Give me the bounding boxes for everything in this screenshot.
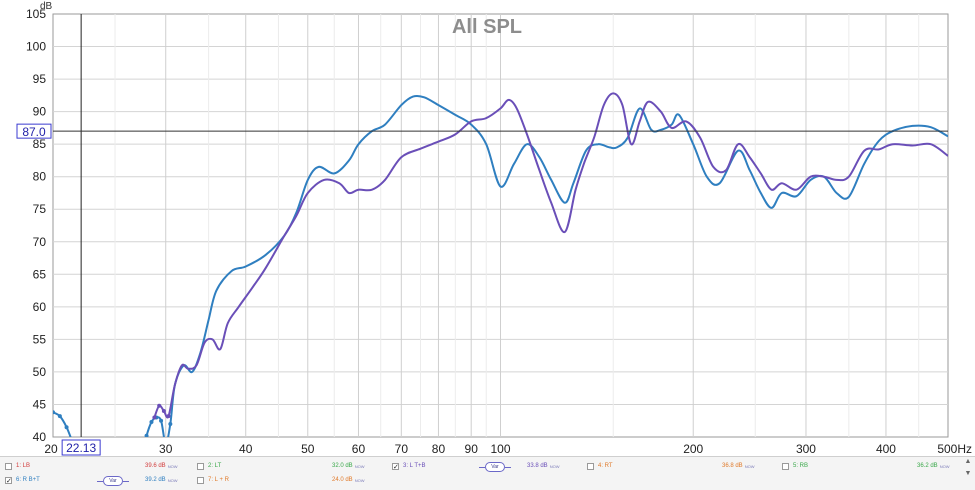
x-tick-label: 60 [352,442,366,456]
y-tick-label: 70 [33,235,47,249]
x-tick-label: 200 [683,442,703,456]
x-tick-label: 100 [490,442,510,456]
legend-now-tag: NOW [939,464,950,469]
legend-now-tag: NOW [167,478,178,483]
legend-checkbox[interactable] [782,463,789,470]
legend-value-text: 36.2 dB [917,463,938,469]
data-point [144,433,149,437]
legend-checkbox[interactable]: ✓ [5,477,12,485]
legend-item[interactable]: 7: L + R 24.0 dB NOW [197,474,387,487]
data-point [157,403,162,408]
cursor[interactable]: 87.0 22.13 [16,14,948,456]
series-group [53,92,948,437]
cursor-y-readout: 87.0 [22,125,46,139]
legend-checkbox[interactable] [197,463,204,470]
legend-value: 39.6 dB NOW [145,460,177,473]
legend-value: 39.2 dB NOW [145,474,177,487]
legend-value: 36.8 dB NOW [722,460,754,473]
x-tick-label: 70 [395,442,409,456]
y-tick-label: 60 [33,300,47,314]
x-axis: 20 30 40 50 60 70 80 90 100 200 300 400 500Hz [44,442,972,456]
y-tick-label: 105 [26,7,46,21]
y-tick-label: 95 [33,72,47,86]
cursor-x-readout-box [61,439,101,456]
legend-label: 4: RT [598,463,613,469]
grid [53,14,948,437]
y-tick-label: 50 [33,365,47,379]
legend-var-control[interactable]: Var [97,476,129,486]
cursor-y-readout-box [16,123,52,139]
legend-value-text: 32.0 dB [332,463,353,469]
legend-label: 1: LB [16,463,31,469]
legend-now-tag: NOW [167,464,178,469]
y-tick-label: 45 [33,397,47,411]
legend-item[interactable]: 4: RT 36.8 dB NOW [587,460,777,473]
y-tick-label: 75 [33,202,47,216]
x-tick-label: 300 [796,442,816,456]
legend-value: 24.0 dB NOW [332,474,364,487]
data-point [161,408,166,413]
legend-checkbox[interactable]: ✓ [392,463,399,471]
data-point [152,415,157,420]
x-tick-label: 80 [432,442,446,456]
legend-label: 5: RB [793,463,809,469]
x-tick-label: 500Hz [937,442,972,456]
y-tick-label: 90 [33,105,47,119]
legend-item[interactable]: ✓ 3: L T+B Var 33.8 dB NOW [392,460,582,473]
legend-item[interactable]: 2: LT 32.0 dB NOW [197,460,387,473]
y-tick-label: 80 [33,170,47,184]
y-tick-label: 65 [33,267,47,281]
y-tick-label: 55 [33,332,47,346]
legend-label: 2: LT [208,463,222,469]
x-tick-label: 20 [44,442,58,456]
y-axis-unit: dB [40,1,53,12]
data-point [64,425,69,430]
legend-item[interactable]: 1: LB 39.6 dB NOW [5,460,195,473]
x-tick-label: 30 [159,442,173,456]
x-tick-label: 90 [465,442,479,456]
y-tick-label: 85 [33,137,47,151]
legend-value: 33.8 dB NOW [527,460,559,473]
data-point [166,414,171,419]
legend-now-tag: NOW [744,464,755,469]
data-point [53,410,55,415]
legend-scroll-up-icon[interactable]: ▲ [964,458,972,465]
legend-checkbox[interactable] [5,463,12,470]
legend-value-text: 24.0 dB [332,477,353,483]
data-point [159,418,164,423]
legend-value-text: 33.8 dB [527,463,548,469]
data-point [168,421,173,426]
y-tick-label: 40 [33,430,47,444]
legend-value: 36.2 dB NOW [917,460,949,473]
legend-label: 3: L T+B [403,463,426,469]
y-axis: 40 45 50 55 60 65 70 75 80 85 90 95 100 105 [26,7,46,444]
legend-now-tag: NOW [354,478,365,483]
legend-value-text: 39.2 dB [145,477,166,483]
legend-item[interactable]: 5: RB 36.2 dB NOW [782,460,972,473]
legend-var-control[interactable]: Var [479,462,511,472]
legend-now-tag: NOW [354,464,365,469]
legend-value-text: 39.6 dB [145,463,166,469]
x-tick-label: 50 [301,442,315,456]
legend-item[interactable]: ✓ 6: R B+T Var 39.2 dB NOW [5,474,195,487]
y-tick-label: 100 [26,40,46,54]
legend-value: 32.0 dB NOW [332,460,364,473]
x-tick-label: 40 [239,442,253,456]
legend-scroll-down-icon[interactable]: ▼ [964,470,972,477]
legend-label: 6: R B+T [16,477,40,483]
legend-now-tag: NOW [549,464,560,469]
series-line-2 [153,92,948,419]
legend-checkbox[interactable] [587,463,594,470]
cursor-x-readout: 22.13 [66,441,96,455]
spl-chart[interactable]: 40 45 50 55 60 65 70 75 80 85 90 95 100 105 20 30 40 50 6… [0,0,975,456]
legend-checkbox[interactable] [197,477,204,484]
data-point [149,420,154,425]
data-point [57,414,62,419]
legend-value-text: 36.8 dB [722,463,743,469]
legend-panel: 1: LB 39.6 dB NOW 2: LT 32.0 dB NOW ✓ 3: L T+B V… [0,456,975,490]
chart-title: All SPL [452,16,522,38]
legend-label: 7: L + R [208,477,229,483]
x-tick-label: 400 [876,442,896,456]
